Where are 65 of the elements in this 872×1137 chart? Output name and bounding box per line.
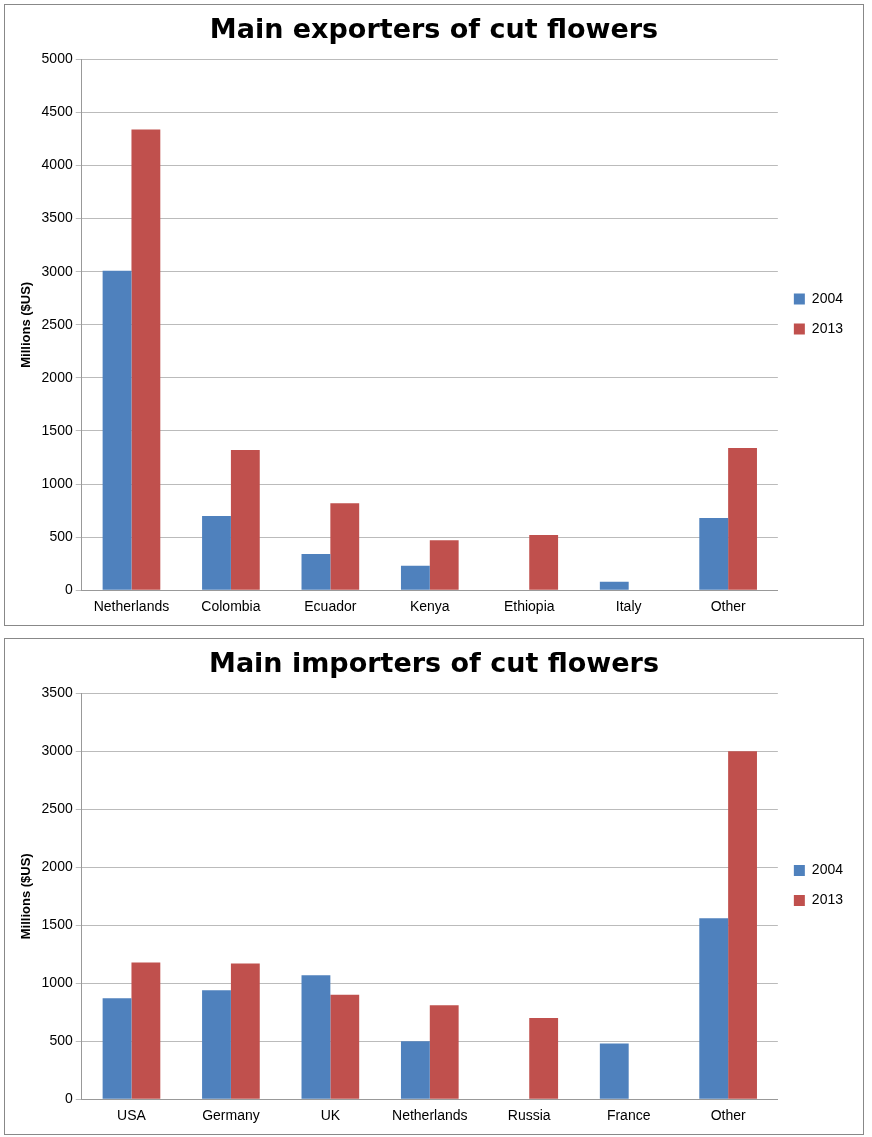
y-tick-label: 1000 [41,974,73,991]
bar [429,1005,459,1099]
bar [301,554,331,590]
x-tick-label: Colombia [201,598,261,615]
x-tick-label: Other [710,598,746,615]
legend-label: 2004 [811,289,844,306]
bar [699,518,729,590]
bar [131,129,161,590]
x-tick-label: France [606,1107,651,1124]
y-tick-label: 5000 [41,50,73,67]
bar [599,581,629,590]
y-axis-title: Millions ($US) [18,281,34,368]
x-tick-label: Germany [202,1107,260,1124]
y-tick-label: 3500 [41,684,73,701]
bar [429,540,459,590]
bar [330,994,360,1099]
x-tick-label: UK [320,1107,341,1124]
y-tick-label: 1500 [41,421,73,438]
bar [529,535,559,590]
y-axis-title: Millions ($US) [18,853,34,940]
chart-title: Main importers of cut flowers [209,647,659,679]
legend-label: 2004 [811,861,844,878]
x-tick-label: Netherlands [392,1107,468,1124]
bar [529,1018,559,1099]
x-tick-label: Other [710,1107,746,1124]
bar [202,515,231,590]
chart-title: Main exporters of cut flowers [209,13,659,45]
y-tick-label: 0 [64,1090,73,1107]
x-tick-label: Italy [615,598,642,615]
y-tick-label: 1000 [41,474,73,491]
y-tick-label: 500 [49,1032,73,1049]
bar [301,975,331,1099]
bar [202,990,231,1099]
y-tick-label: 2000 [41,858,73,875]
y-tick-label: 500 [49,527,73,544]
y-tick-label: 0 [64,581,73,598]
bar [230,450,260,590]
y-tick-label: 2500 [41,800,73,817]
y-tick-label: 2000 [41,368,73,385]
bar [131,962,161,1099]
y-tick-label: 3500 [41,209,73,226]
bar [330,503,360,590]
bar [400,1041,430,1099]
bar [599,1043,629,1099]
bar [230,963,260,1099]
y-tick-label: 2500 [41,315,73,332]
bar [728,751,757,1099]
y-tick-label: 3000 [41,262,73,279]
bar [400,565,430,590]
x-tick-label: Kenya [409,598,450,615]
x-tick-label: Ecuador [304,598,357,615]
x-tick-label: Ethiopia [503,598,555,615]
bar [699,918,729,1099]
y-tick-label: 4500 [41,103,73,120]
bar [102,998,132,1099]
bar [728,447,757,590]
x-tick-label: Netherlands [93,598,170,615]
bar [102,270,132,590]
x-tick-label: USA [117,1107,147,1124]
x-tick-label: Russia [507,1107,551,1124]
y-tick-label: 1500 [41,916,73,933]
y-tick-label: 3000 [41,742,73,759]
legend-label: 2013 [811,891,844,908]
y-tick-label: 4000 [41,156,73,173]
legend-label: 2013 [811,319,844,336]
